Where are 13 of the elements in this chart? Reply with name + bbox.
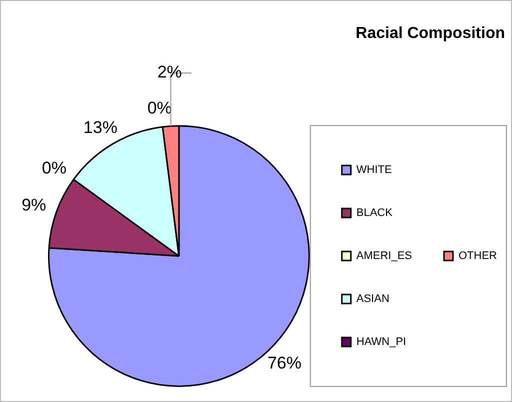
legend-label: HAWN_PI — [356, 336, 406, 348]
text: 0% — [147, 98, 172, 118]
chart-title: Racial Composition — [356, 25, 505, 43]
legend-label: BLACK — [356, 207, 394, 220]
legend-label: ASIAN — [356, 293, 390, 306]
data-label: 13% — [83, 118, 118, 138]
legend-label: OTHER — [458, 250, 498, 262]
text: 0% — [42, 158, 66, 178]
data-label: 9% — [22, 195, 46, 214]
legend-label: WHITE — [356, 164, 392, 176]
data-label: 76% — [267, 354, 302, 373]
legend-label: AMERI_ES — [356, 250, 412, 262]
data-label: 2% — [157, 62, 182, 82]
